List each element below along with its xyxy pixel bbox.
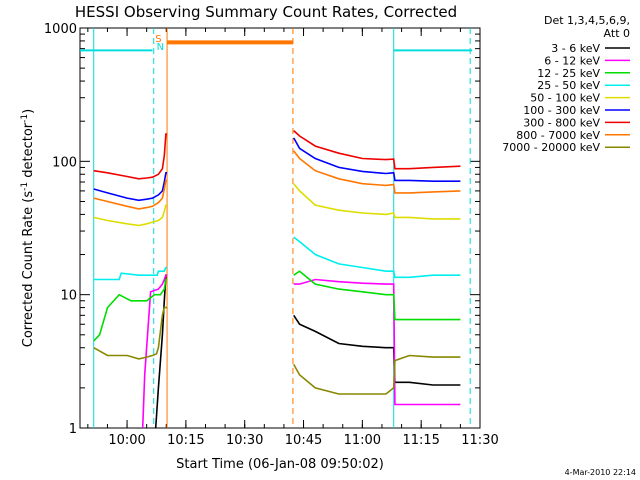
legend-label: 800 - 7000 keV <box>516 129 600 142</box>
series-line-4 <box>293 236 461 279</box>
legend-label: 300 - 800 keV <box>523 116 600 129</box>
series-line-3 <box>293 270 461 321</box>
series-line-5 <box>293 183 461 220</box>
state-marker-n: N <box>157 42 164 53</box>
legend-label: 25 - 50 keV <box>537 79 600 92</box>
state-lines <box>93 28 471 428</box>
state-markers: SN <box>155 34 164 53</box>
series-line-6 <box>293 137 461 182</box>
series-line-9 <box>293 354 461 395</box>
series-group <box>93 130 461 429</box>
x-axis-label: Start Time (06-Jan-08 09:50:02) <box>176 457 384 472</box>
legend-label: 100 - 300 keV <box>523 104 600 117</box>
y-tick-label: 1 <box>69 422 77 437</box>
plot-frame <box>79 27 481 429</box>
series-line-4 <box>93 266 168 281</box>
series-line-1 <box>293 314 461 386</box>
y-tick-label: 100 <box>52 155 77 170</box>
x-tick-label: 10:45 <box>285 433 322 448</box>
state-bars <box>80 40 473 52</box>
x-tick-label: 10:30 <box>226 433 263 448</box>
chart-title: HESSI Observing Summary Count Rates, Cor… <box>75 3 457 21</box>
y-axis-ticks: 1 10 100 1000 <box>44 22 480 437</box>
series-line-7 <box>93 133 168 180</box>
legend-header-2: Att 0 <box>604 27 630 40</box>
x-tick-label: 10:15 <box>167 433 204 448</box>
series-line-7 <box>293 130 461 170</box>
x-tick-label: 11:00 <box>344 433 381 448</box>
series-line-3 <box>93 278 168 342</box>
series-line-2 <box>293 278 461 406</box>
legend-label: 7000 - 20000 keV <box>502 141 600 154</box>
legend-label: 3 - 6 keV <box>551 42 600 55</box>
series-line-5 <box>93 204 168 227</box>
x-axis-ticks: 10:00 10:15 10:30 10:45 11:00 11:15 11:30 <box>87 28 499 448</box>
legend-label: 6 - 12 keV <box>544 54 600 67</box>
y-tick-label: 1000 <box>44 22 77 37</box>
y-tick-label: 10 <box>60 289 77 304</box>
series-line-8 <box>93 179 168 210</box>
legend-header-1: Det 1,3,4,5,6,9, <box>544 14 630 27</box>
x-tick-label: 11:30 <box>461 433 498 448</box>
x-tick-label: 11:15 <box>402 433 439 448</box>
series-line-8 <box>293 150 461 194</box>
series-line-6 <box>93 172 168 202</box>
plot-area: 10:00 10:15 10:30 10:45 11:00 11:15 11:30 1101… <box>44 22 499 448</box>
legend-label: 50 - 100 keV <box>530 92 600 105</box>
y-axis-label: Corrected Count Rate (s-1 detector-1) <box>20 109 36 347</box>
series-line-2 <box>141 274 168 429</box>
state-marker-s: S <box>155 34 161 45</box>
footer-date: 4-Mar-2010 22:14 <box>565 468 636 477</box>
series-line-9 <box>93 306 168 360</box>
x-tick-label: 10:00 <box>108 433 145 448</box>
legend-label: 12 - 25 keV <box>537 67 600 80</box>
